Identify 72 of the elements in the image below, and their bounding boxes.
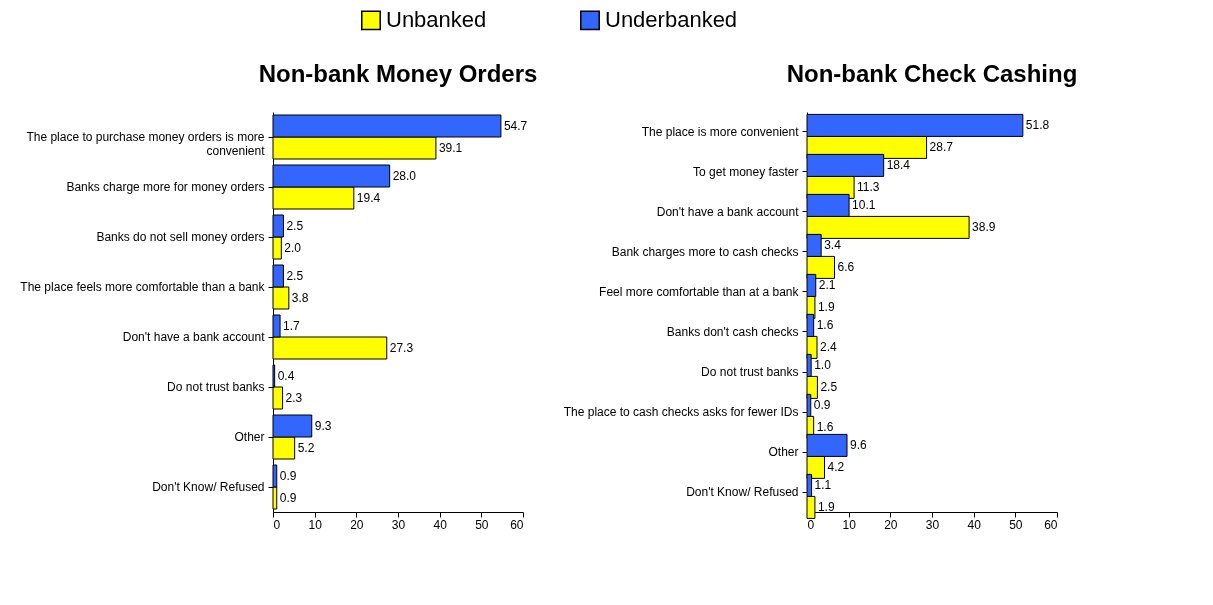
y-tick-label: Banks don't cash checks: [666, 325, 799, 339]
data-label: 5.2: [297, 441, 315, 455]
data-label: 0.9: [813, 398, 831, 413]
y-tick-label: The place to purchase money orders is more convenient: [26, 130, 266, 158]
data-label: 9.6: [850, 438, 868, 453]
x-tick-label: 50: [475, 517, 489, 532]
x-tick-label: 60: [1044, 517, 1058, 532]
x-tick-label: 40: [433, 517, 448, 532]
x-tick-label: 0: [807, 517, 815, 532]
data-label: 1.6: [816, 318, 834, 333]
legend-label: Unbanked: [386, 7, 487, 33]
x-tick-label: 60: [510, 517, 524, 532]
y-tick-label: Don't have a bank account: [122, 330, 266, 344]
data-label: 3.4: [824, 238, 842, 253]
data-label: 19.4: [356, 191, 381, 205]
data-label: 6.6: [837, 260, 855, 275]
y-tick-label: The place feels more comfortable than a bank: [20, 280, 266, 294]
y-tick-label: To get money faster: [693, 165, 799, 179]
data-label: 1.9: [817, 300, 835, 315]
y-tick-label: Don't Know/ Refused: [686, 485, 799, 499]
data-label: 0.9: [279, 491, 297, 505]
data-label: 1.9: [817, 500, 835, 515]
x-tick-label: 50: [1009, 517, 1023, 532]
y-tick-label: The place to cash checks asks for fewer IDs: [563, 405, 799, 419]
data-label: 9.3: [314, 419, 332, 433]
x-tick-label: 30: [925, 517, 940, 532]
data-label: 1.0: [814, 358, 832, 373]
data-label: 38.9: [972, 220, 996, 235]
data-label: 28.0: [392, 169, 417, 183]
data-label: 2.1: [818, 278, 836, 293]
data-label: 39.1: [438, 141, 463, 155]
chart-title: Non-bank Money Orders: [258, 60, 538, 87]
y-tick-label: Don't have a bank account: [656, 205, 800, 219]
y-tick-label: Don't Know/ Refused: [152, 480, 265, 494]
data-label: 51.8: [1025, 118, 1050, 133]
data-label: 2.4: [820, 340, 838, 355]
y-tick-label: Banks charge more for money orders: [66, 180, 265, 194]
data-label: 0.4: [277, 369, 295, 383]
data-label: 11.3: [857, 180, 880, 195]
y-tick-label: Other: [234, 430, 265, 444]
data-label: 10.1: [852, 198, 876, 213]
x-tick-label: 20: [350, 517, 364, 532]
data-label: 1.7: [283, 319, 301, 333]
data-label: 2.5: [820, 380, 838, 395]
y-tick-label: Do not trust banks: [167, 380, 265, 394]
data-label: 54.7: [503, 119, 528, 133]
data-label: 2.3: [285, 391, 303, 405]
x-tick-label: 10: [842, 517, 857, 532]
y-tick-label: Feel more comfortable than at a bank: [599, 285, 800, 299]
y-tick-label: Bank charges more to cash checks: [611, 245, 799, 259]
data-label: 2.5: [286, 219, 304, 233]
y-tick-label: The place is more convenient: [641, 125, 800, 139]
data-label: 18.4: [886, 158, 911, 173]
x-tick-label: 40: [967, 517, 982, 532]
data-label: 2.5: [286, 269, 304, 283]
x-tick-label: 30: [391, 517, 406, 532]
data-label: 1.6: [816, 420, 834, 435]
chart-title: Non-bank Check Cashing: [786, 60, 1078, 87]
legend-label: Underbanked: [605, 7, 738, 33]
data-label: 0.9: [279, 469, 297, 483]
y-tick-label: Other: [768, 445, 799, 459]
x-tick-label: 0: [273, 517, 281, 532]
data-label: 3.8: [291, 291, 309, 305]
x-tick-label: 20: [884, 517, 898, 532]
data-label: 1.1: [814, 478, 832, 493]
y-tick-label: Banks do not sell money orders: [96, 230, 265, 244]
data-label: 27.3: [389, 341, 414, 355]
data-label: 4.2: [827, 460, 845, 475]
x-tick-label: 10: [308, 517, 323, 532]
data-label: 2.0: [284, 241, 302, 255]
y-tick-label: Do not trust banks: [701, 365, 799, 379]
data-label: 28.7: [929, 140, 954, 155]
